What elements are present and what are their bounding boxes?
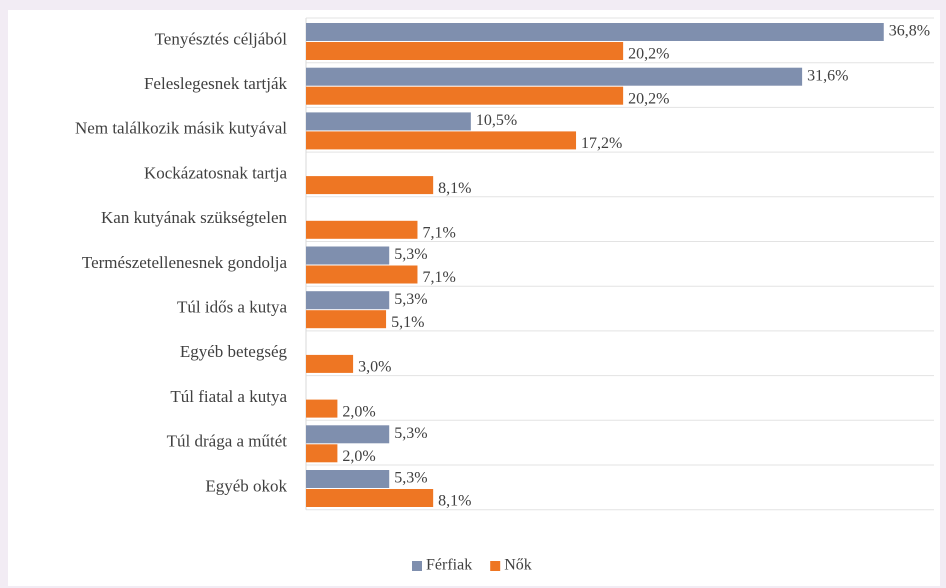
bar: [306, 246, 390, 265]
legend-label: Nők: [504, 557, 532, 574]
value-label: 5,3%: [394, 246, 427, 263]
value-label: 7,1%: [422, 269, 455, 286]
category-label: Egyéb okok: [205, 476, 287, 495]
bar: [306, 42, 624, 60]
bar: [306, 425, 390, 444]
legend-label: Férfiak: [426, 557, 472, 574]
bar: [306, 310, 387, 329]
value-label: 5,3%: [394, 425, 427, 442]
value-label: 2,0%: [342, 403, 375, 420]
value-label: 36,8%: [889, 23, 930, 40]
bar: [306, 23, 884, 41]
bar: [306, 399, 338, 418]
category-label: Túl drága a műtét: [167, 432, 288, 451]
bar: [306, 67, 803, 86]
category-label: Túl fiatal a kutya: [170, 387, 287, 406]
bar: [306, 176, 434, 195]
bar: [306, 220, 418, 239]
value-label: 10,5%: [476, 112, 517, 129]
category-label: Nem találkozik másik kutyával: [75, 119, 287, 138]
legend-swatch: [412, 561, 422, 571]
value-label: 2,0%: [342, 448, 375, 465]
value-label: 20,2%: [628, 46, 669, 63]
category-label: Túl idős a kutya: [177, 297, 287, 316]
bar: [306, 291, 390, 310]
chart-card: [8, 10, 940, 586]
category-label: Egyéb betegség: [180, 342, 288, 361]
value-label: 5,1%: [391, 314, 424, 331]
value-label: 8,1%: [438, 493, 471, 510]
legend-swatch: [490, 561, 501, 571]
category-label: Feleslegesnek tartják: [144, 74, 288, 93]
category-label: Tenyésztés céljából: [155, 29, 288, 48]
value-label: 5,3%: [394, 470, 427, 487]
bar: [306, 112, 471, 131]
value-label: 20,2%: [628, 90, 669, 107]
category-label: Kan kutyának szükségtelen: [101, 208, 287, 227]
category-label: Kockázatosnak tartja: [144, 163, 287, 182]
value-label: 7,1%: [422, 224, 455, 241]
bar: [306, 265, 418, 284]
bar: [306, 470, 390, 488]
value-label: 3,0%: [358, 359, 391, 376]
value-label: 8,1%: [438, 180, 471, 197]
bar: [306, 354, 354, 373]
bar: [306, 86, 624, 105]
bar: [306, 444, 338, 463]
bar: [306, 131, 577, 150]
bar: [306, 489, 434, 507]
value-label: 31,6%: [807, 67, 848, 84]
value-label: 17,2%: [581, 135, 622, 152]
category-label: Természetellenesnek gondolja: [82, 253, 288, 272]
value-label: 5,3%: [394, 291, 427, 308]
